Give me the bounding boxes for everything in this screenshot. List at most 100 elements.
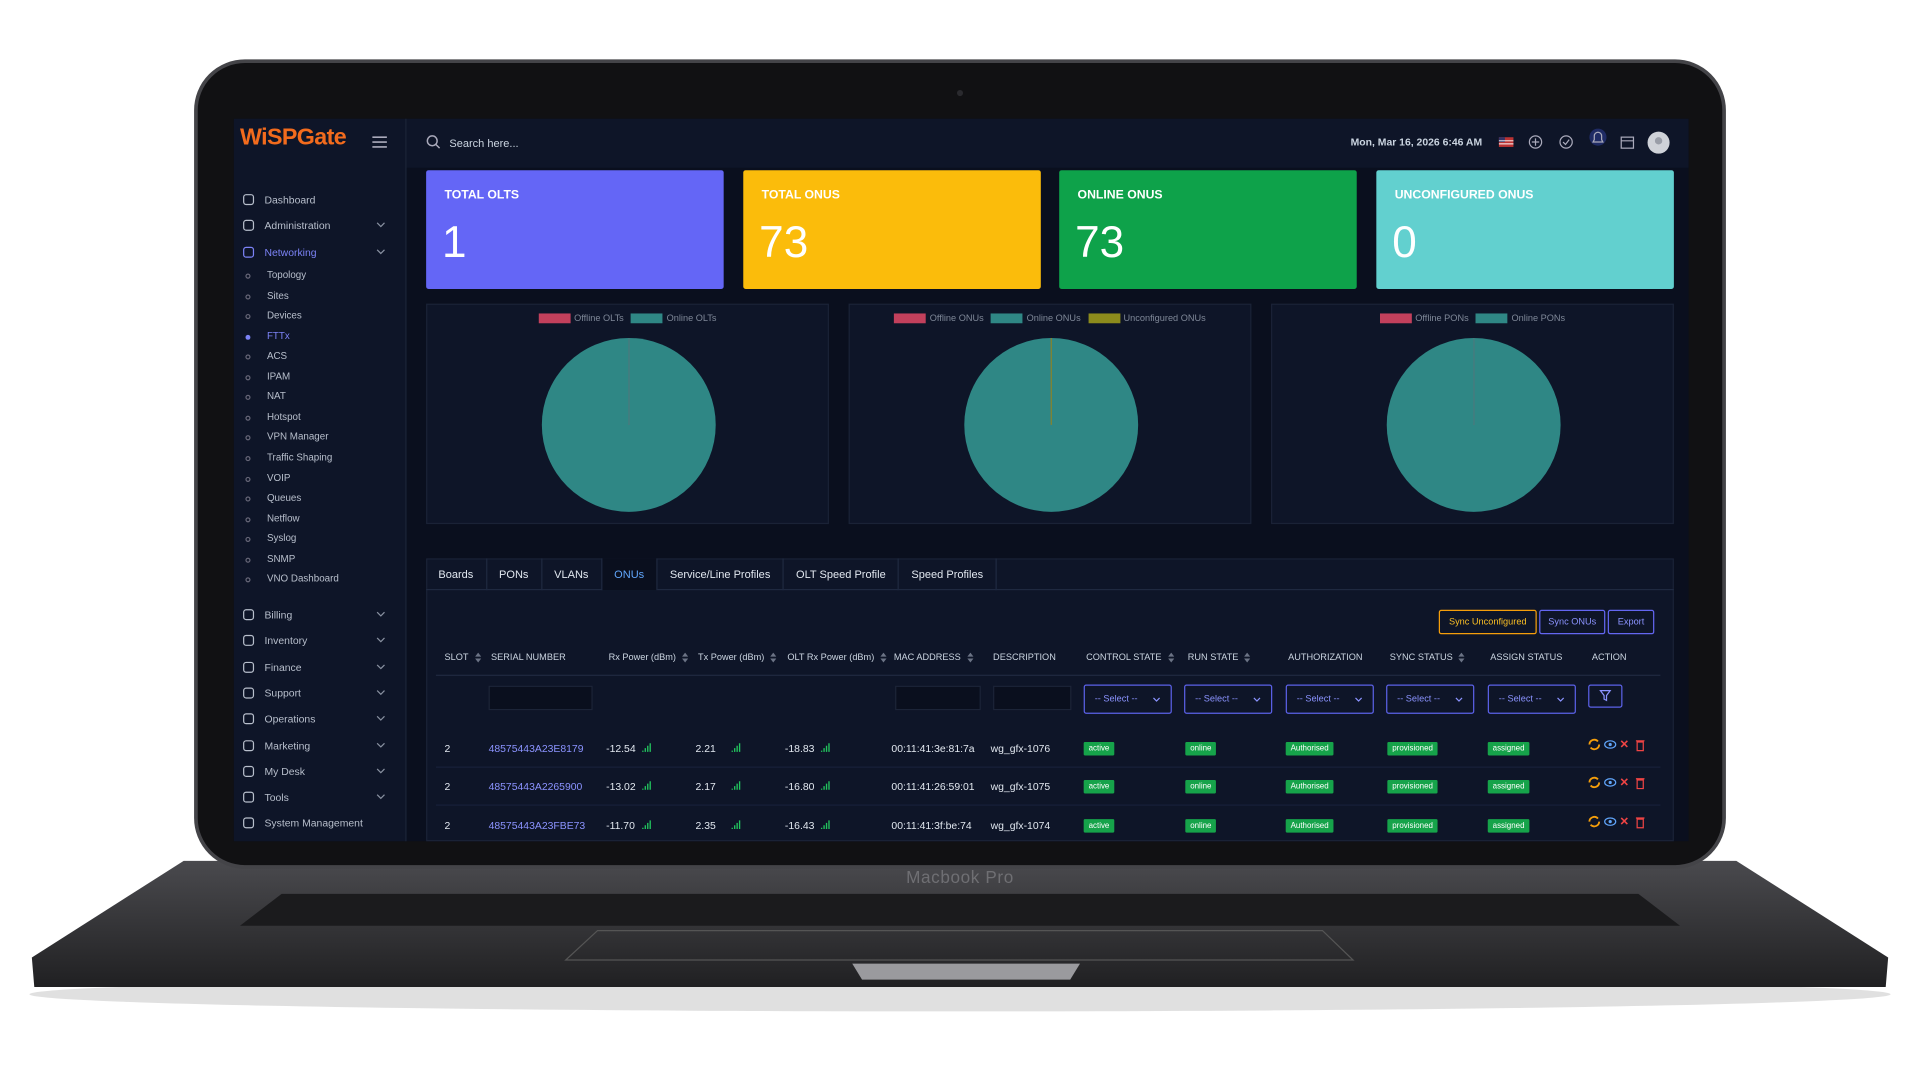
nav-subitem[interactable]: VOIP — [266, 472, 291, 484]
column-header[interactable]: OLT Rx Power (dBm) — [787, 651, 887, 662]
filter-select[interactable] — [1285, 684, 1374, 714]
legend: Offline PONs Online PONs — [1272, 312, 1672, 323]
nav-subitem[interactable]: VPN Manager — [266, 431, 329, 443]
button[interactable]: Export — [1607, 609, 1655, 635]
column-header[interactable]: RUN STATE — [1188, 651, 1251, 662]
nav-subitem[interactable]: Netflow — [266, 512, 300, 524]
legend-item[interactable]: Online OLTs — [631, 312, 716, 323]
nav-item[interactable]: My Desk — [264, 765, 305, 778]
nav-subitem[interactable]: ACS — [266, 350, 288, 362]
nav-subitem[interactable]: Queues — [266, 492, 302, 504]
status-badge: assigned — [1487, 819, 1530, 833]
column-header[interactable]: SYNC STATUS — [1390, 651, 1465, 662]
add-icon — [1528, 135, 1543, 149]
status-badge: Authorised — [1285, 742, 1334, 756]
tab[interactable]: ONUs — [601, 558, 658, 591]
legend-item[interactable]: Offline ONUs — [894, 312, 984, 324]
status-badge: active — [1083, 742, 1115, 756]
stat-card-title: ONLINE ONUS — [1077, 188, 1163, 203]
legend-label: Offline OLTs — [574, 312, 624, 324]
nav-item[interactable]: Billing — [264, 608, 293, 621]
button[interactable]: Sync Unconfigured — [1438, 609, 1537, 635]
tab[interactable]: Service/Line Profiles — [658, 558, 784, 591]
table-cell: -11.70 — [606, 819, 635, 832]
select-placeholder: -- Select -- — [1195, 693, 1238, 705]
nav-subitem[interactable]: VNO Dashboard — [266, 573, 339, 585]
legend-item[interactable]: Online PONs — [1476, 312, 1565, 323]
nav-subitem[interactable]: Topology — [266, 269, 307, 281]
legend-label: Online OLTs — [666, 312, 717, 324]
column-label: ACTION — [1591, 651, 1627, 663]
filter-input[interactable] — [895, 685, 981, 711]
column-header[interactable]: MAC ADDRESS — [894, 651, 973, 662]
status-badge: Authorised — [1285, 819, 1334, 833]
nav-bullet — [245, 273, 251, 279]
select-chevron — [1253, 697, 1261, 702]
filter-select[interactable] — [1487, 684, 1576, 714]
nav-bullet — [245, 435, 251, 441]
serial-link[interactable]: 48575443A23FBE73 — [488, 819, 586, 832]
tab[interactable]: VLANs — [542, 558, 602, 591]
logo[interactable]: WiSPGate — [240, 124, 347, 151]
column-header[interactable]: CONTROL STATE — [1086, 651, 1174, 662]
nav-subitem[interactable]: IPAM — [266, 370, 291, 382]
filter-input[interactable] — [993, 685, 1072, 711]
select-placeholder: -- Select -- — [1498, 693, 1542, 705]
search-input[interactable]: Search here... — [449, 137, 519, 150]
legend-swatch — [1379, 312, 1412, 323]
nav-subitem[interactable]: Hotspot — [266, 411, 301, 423]
legend: Offline OLTs Online OLTs — [427, 312, 827, 323]
legend-label: Offline ONUs — [929, 312, 984, 324]
filter-select[interactable] — [1386, 684, 1475, 714]
nav-subitem[interactable]: Devices — [266, 309, 302, 321]
button[interactable]: Sync ONUs — [1539, 609, 1606, 635]
tab[interactable]: OLT Speed Profile — [784, 558, 900, 591]
nav-item[interactable]: System Management — [264, 817, 363, 830]
filter-select[interactable] — [1083, 684, 1172, 714]
table-cell: wg_gfx-1074 — [990, 819, 1051, 832]
nav-item[interactable]: Support — [264, 686, 301, 700]
nav-item[interactable]: Marketing — [264, 738, 311, 752]
nav-item[interactable]: Networking — [264, 245, 317, 258]
nav-bullet — [245, 516, 251, 523]
legend-item[interactable]: Unconfigured ONUs — [1088, 312, 1206, 323]
column-header[interactable]: Tx Power (dBm) — [698, 651, 777, 662]
nav-item[interactable]: Tools — [264, 791, 289, 804]
nav-subitem[interactable]: Sites — [266, 289, 289, 301]
nav-bullet — [245, 374, 251, 381]
nav-item[interactable]: Inventory — [264, 634, 308, 647]
legend-swatch — [991, 312, 1023, 323]
legend-label: Online PONs — [1511, 312, 1566, 324]
filter-select[interactable] — [1184, 684, 1273, 714]
select-placeholder: -- Select -- — [1397, 693, 1441, 705]
nav-subitem[interactable]: Traffic Shaping — [266, 451, 333, 463]
legend-item[interactable]: Online ONUs — [991, 312, 1081, 323]
nav-item[interactable]: Dashboard — [264, 193, 316, 206]
nav-subitem[interactable]: Syslog — [266, 532, 297, 544]
nav-item[interactable]: Operations — [264, 712, 316, 726]
select-chevron — [1355, 697, 1363, 702]
tab[interactable]: Speed Profiles — [899, 558, 997, 591]
tab[interactable]: PONs — [487, 558, 542, 591]
serial-link[interactable]: 48575443A2265900 — [488, 780, 583, 793]
nav-item[interactable]: Administration — [264, 219, 331, 232]
filter-icon — [1599, 690, 1612, 702]
legend-item[interactable]: Offline OLTs — [538, 312, 624, 324]
signal-icon — [642, 743, 651, 752]
stat-card — [426, 170, 724, 289]
tab[interactable]: Boards — [426, 558, 487, 591]
legend: Offline ONUs Online ONUs Unconfigured ONUs — [850, 312, 1250, 323]
nav-subitem[interactable]: FTTx — [266, 330, 290, 342]
nav-item[interactable]: Finance — [264, 660, 302, 673]
sort-icon — [1167, 652, 1174, 662]
chevron — [376, 716, 385, 722]
serial-link[interactable]: 48575443A23E8179 — [488, 742, 584, 755]
legend-item[interactable]: Offline PONs — [1379, 312, 1469, 323]
nav-subitem[interactable]: SNMP — [266, 553, 296, 565]
table-cell: -16.43 — [784, 819, 815, 832]
filter-input[interactable] — [488, 685, 593, 711]
filter-button[interactable] — [1588, 684, 1623, 708]
column-header[interactable]: SLOT — [444, 651, 481, 662]
nav-subitem[interactable]: NAT — [266, 391, 286, 403]
column-header[interactable]: Rx Power (dBm) — [609, 651, 689, 662]
